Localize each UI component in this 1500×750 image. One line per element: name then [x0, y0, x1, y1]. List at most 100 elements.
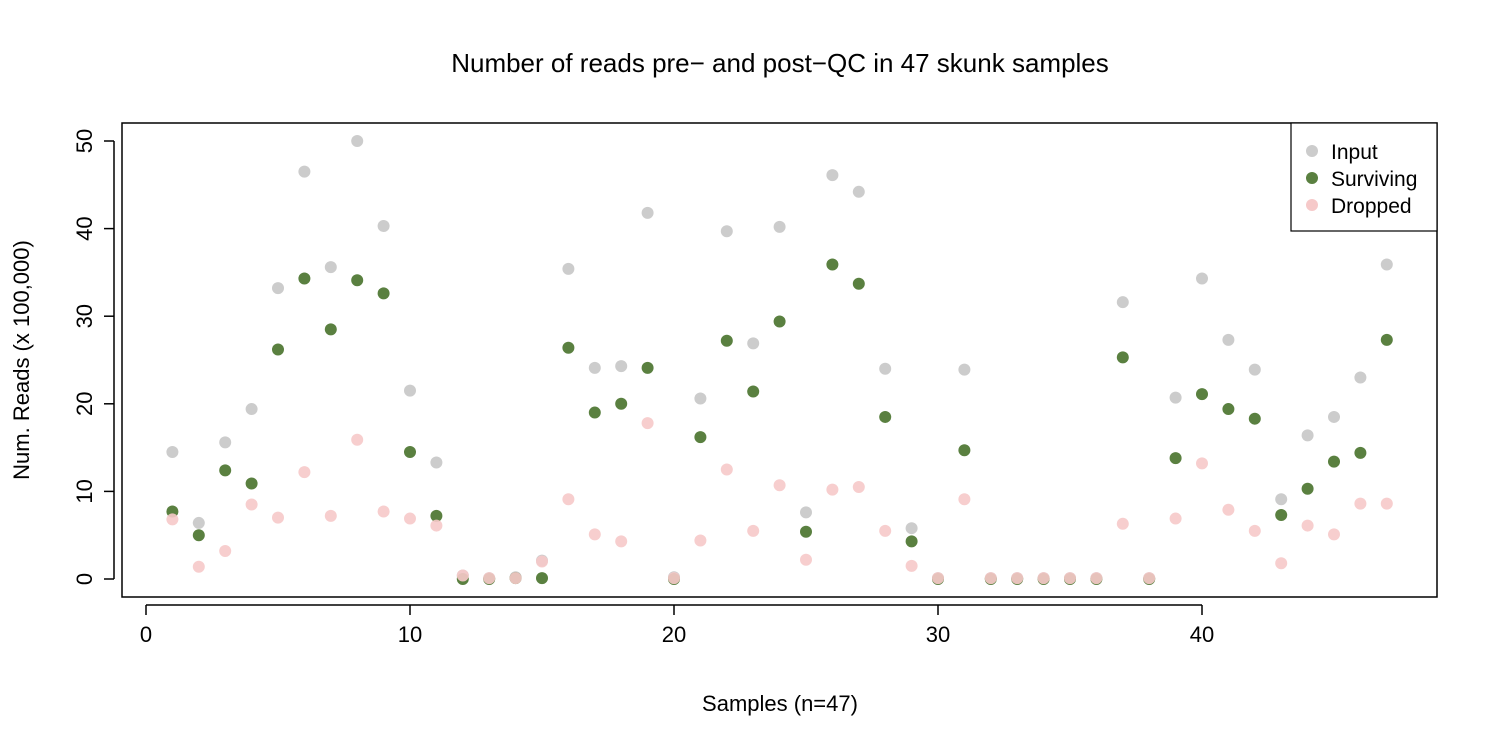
point-input: [166, 445, 179, 458]
point-input: [404, 384, 416, 397]
point-input: [1116, 296, 1129, 309]
point-surviving: [219, 464, 232, 477]
point-surviving: [800, 525, 812, 538]
point-input: [1328, 410, 1340, 423]
point-dropped: [245, 498, 258, 511]
point-dropped: [483, 572, 496, 585]
point-input: [272, 282, 284, 295]
plot-frame: [121, 122, 1438, 598]
point-dropped: [1196, 457, 1208, 470]
x-tick-label: 20: [662, 622, 686, 647]
point-input: [800, 506, 812, 519]
point-dropped: [1275, 557, 1288, 570]
point-dropped: [984, 572, 997, 585]
point-dropped: [1090, 572, 1103, 585]
point-input: [298, 165, 311, 178]
point-surviving: [1116, 351, 1129, 364]
point-dropped: [1143, 572, 1156, 585]
legend-label: Input: [1331, 141, 1378, 164]
legend: Input Surviving Dropped: [1290, 122, 1438, 232]
data-points: [166, 135, 1393, 585]
point-surviving: [298, 272, 311, 285]
point-surviving: [351, 274, 364, 287]
point-dropped: [615, 535, 628, 548]
y-tick-label: 50: [72, 129, 97, 153]
point-input: [826, 169, 839, 182]
point-dropped: [562, 493, 575, 506]
point-surviving: [588, 406, 601, 419]
point-dropped: [219, 544, 232, 557]
x-tick-label: 40: [1190, 622, 1214, 647]
point-input: [1169, 391, 1182, 404]
point-surviving: [905, 535, 918, 548]
point-surviving: [1169, 452, 1182, 465]
point-input: [1275, 493, 1288, 506]
point-input: [1380, 258, 1393, 271]
point-input: [720, 225, 733, 238]
point-dropped: [351, 433, 364, 446]
x-axis: 0 10 20 30 40: [140, 604, 1214, 647]
point-surviving: [1380, 333, 1393, 346]
point-surviving: [1275, 509, 1288, 522]
point-dropped: [536, 555, 548, 568]
point-input: [1196, 272, 1208, 285]
point-input: [852, 185, 865, 198]
point-surviving: [272, 343, 284, 356]
y-axis: 0 10 20 30 40 50: [72, 129, 115, 585]
point-input: [192, 516, 205, 529]
point-input: [1222, 333, 1235, 346]
point-dropped: [773, 479, 786, 492]
point-input: [377, 219, 390, 232]
y-axis-label: Num. Reads (x 100,000): [9, 240, 34, 480]
point-dropped: [800, 553, 812, 566]
point-dropped: [1380, 497, 1393, 510]
point-surviving: [377, 287, 390, 300]
point-input: [1354, 371, 1367, 384]
point-dropped: [166, 513, 179, 526]
point-dropped: [404, 512, 416, 525]
point-dropped: [720, 463, 733, 476]
point-dropped: [1169, 512, 1182, 525]
point-dropped: [430, 519, 443, 532]
point-surviving: [615, 397, 628, 410]
legend-label: Surviving: [1331, 168, 1417, 191]
point-input: [905, 522, 918, 535]
point-dropped: [852, 481, 865, 494]
point-surviving: [245, 477, 258, 490]
point-input: [958, 363, 971, 376]
point-dropped: [905, 559, 918, 572]
point-dropped: [694, 534, 707, 547]
legend-marker: [1306, 172, 1318, 184]
point-surviving: [958, 444, 971, 457]
point-input: [1248, 363, 1261, 376]
point-dropped: [1248, 524, 1261, 537]
legend-marker: [1306, 199, 1318, 211]
point-surviving: [1354, 446, 1367, 459]
point-dropped: [272, 511, 284, 524]
point-dropped: [456, 569, 469, 582]
point-surviving: [404, 445, 416, 458]
y-tick-label: 20: [72, 392, 97, 416]
point-input: [641, 206, 654, 219]
point-dropped: [1116, 517, 1129, 530]
point-input: [588, 361, 601, 374]
series-input: [166, 135, 1393, 585]
x-axis-label: Samples (n=47): [702, 691, 858, 716]
point-dropped: [1011, 572, 1024, 585]
point-dropped: [668, 572, 680, 585]
point-dropped: [298, 466, 311, 479]
point-dropped: [1354, 497, 1367, 510]
point-dropped: [747, 524, 760, 537]
legend-label: Dropped: [1331, 195, 1412, 218]
point-surviving: [536, 572, 548, 585]
point-surviving: [773, 315, 786, 328]
y-tick-label: 40: [72, 216, 97, 240]
point-dropped: [377, 505, 390, 518]
x-tick-label: 30: [926, 622, 950, 647]
point-dropped: [1064, 572, 1076, 585]
point-input: [879, 362, 892, 375]
point-dropped: [1301, 519, 1314, 532]
point-input: [1301, 429, 1314, 442]
point-input: [219, 436, 232, 449]
series-dropped: [166, 417, 1393, 585]
